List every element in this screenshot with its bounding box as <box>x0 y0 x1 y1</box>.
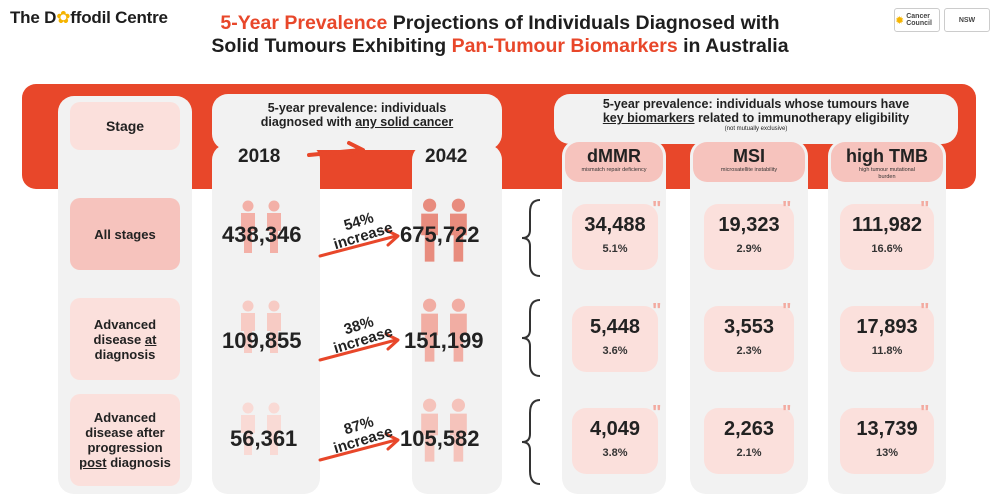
quote-mark-icon: " <box>782 300 792 322</box>
brace-icon <box>521 399 541 485</box>
not-exclusive-note: (not mutually exclusive) <box>724 126 788 132</box>
biomarker-tmb: high TMB high tumour mutational burden <box>831 142 943 182</box>
stage-header: Stage <box>70 102 180 150</box>
year-arrow-icon <box>307 141 365 161</box>
tmb-all: 111,982 16.6% <box>840 204 934 270</box>
increase-arrow-icon <box>318 332 400 362</box>
value-2042-all: 675,722 <box>400 222 480 247</box>
quote-mark-icon: " <box>652 300 662 322</box>
prevalence-header: 5-year prevalence: individuals diagnosed… <box>260 101 454 129</box>
increase-arrow-icon <box>318 228 400 258</box>
quote-mark-icon: " <box>782 198 792 220</box>
biomarker-msi: MSI microsatellite instability <box>693 142 805 182</box>
daffodil-centre-logo: The D✿ffodil Centre <box>10 8 168 27</box>
biomarker-dmmr: dMMR mismatch repair deficiency <box>565 142 663 182</box>
tmb-after-progression: 13,739 13% <box>840 408 934 474</box>
value-2018-all: 438,346 <box>222 222 302 247</box>
brace-icon <box>521 299 541 377</box>
dmmr-at-diagnosis: 5,448 3.6% <box>572 306 658 372</box>
quote-mark-icon: " <box>652 402 662 424</box>
value-2042-after-progression: 105,582 <box>400 426 480 451</box>
year-2042: 2042 <box>425 146 468 167</box>
msi-at-diagnosis: 3,553 2.3% <box>704 306 794 372</box>
value-2018-at-diagnosis: 109,855 <box>222 328 302 353</box>
biomarker-header: 5-year prevalence: individuals whose tum… <box>556 97 956 133</box>
tmb-at-diagnosis: 17,893 11.8% <box>840 306 934 372</box>
increase-arrow-icon <box>318 432 400 462</box>
dmmr-all: 34,488 5.1% <box>572 204 658 270</box>
cancer-council-logo: ✹ Cancer Council <box>894 8 940 32</box>
dmmr-after-progression: 4,049 3.8% <box>572 408 658 474</box>
column-2018 <box>212 144 320 494</box>
daffodil-icon: ✿ <box>56 8 71 27</box>
stage-advanced-at-diagnosis: Advanced disease at diagnosis <box>70 298 180 380</box>
quote-mark-icon: " <box>920 198 930 220</box>
quote-mark-icon: " <box>920 402 930 424</box>
value-2042-at-diagnosis: 151,199 <box>404 328 484 353</box>
stage-advanced-after-progression: Advanced disease after progression post dia… <box>70 394 180 486</box>
brace-icon <box>521 199 541 277</box>
biomarker-header-box <box>554 94 958 144</box>
quote-mark-icon: " <box>782 402 792 424</box>
sun-icon: ✹ <box>895 14 905 27</box>
nsw-logo: NSW <box>944 8 990 32</box>
page-title: 5-Year Prevalence Projections of Individ… <box>211 12 789 57</box>
stage-all: All stages <box>70 198 180 270</box>
prevalence-header-box <box>212 94 502 150</box>
msi-after-progression: 2,263 2.1% <box>704 408 794 474</box>
quote-mark-icon: " <box>920 300 930 322</box>
value-2018-after-progression: 56,361 <box>230 426 298 451</box>
quote-mark-icon: " <box>652 198 662 220</box>
year-2018: 2018 <box>238 146 281 167</box>
msi-all: 19,323 2.9% <box>704 204 794 270</box>
